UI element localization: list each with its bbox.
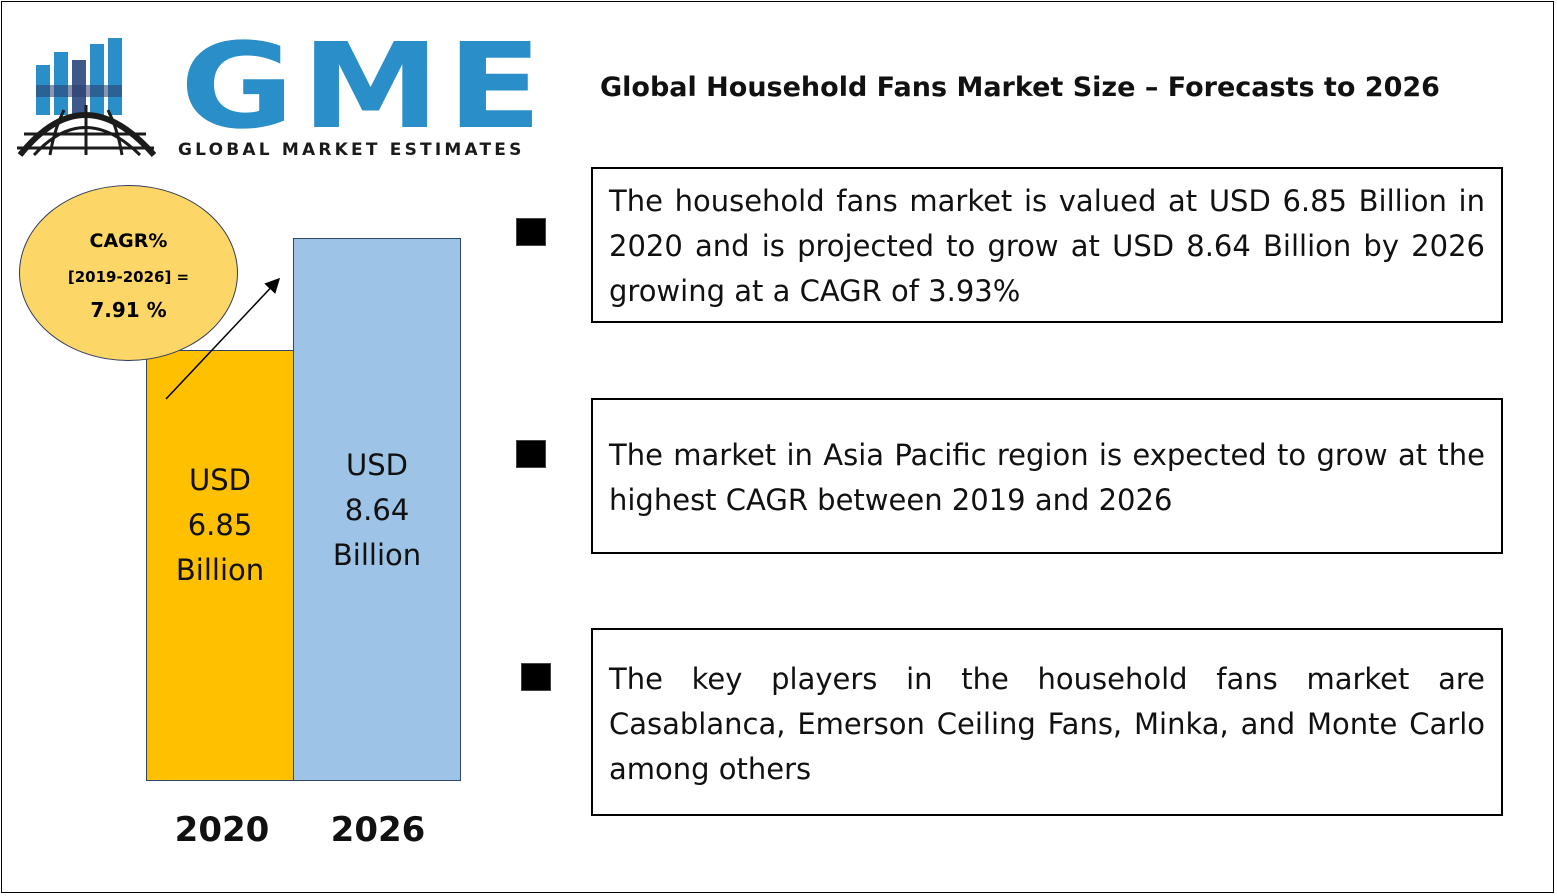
logo-tagline: GLOBAL MARKET ESTIMATES	[178, 140, 525, 160]
cagr-value: 7.91 %	[90, 298, 167, 322]
bar-data-label-line: Billion	[332, 538, 422, 572]
bar-data-label-line: USD	[346, 448, 408, 482]
highlight-box-market-value: The household fans market is valued at U…	[591, 167, 1503, 323]
x-tick-label-2020: 2020	[174, 810, 270, 850]
x-tick-label-2026: 2026	[330, 810, 426, 850]
globe-bars-icon	[17, 38, 157, 157]
bar-data-label-2026: USD 8.64 Billion	[293, 443, 461, 578]
highlight-box-asia-pacific: The market in Asia Pacific region is exp…	[591, 398, 1503, 554]
bar-data-label-line: 8.64	[344, 493, 410, 527]
page-title: Global Household Fans Market Size – Fore…	[600, 72, 1440, 103]
growth-arrow-icon	[165, 277, 281, 400]
cagr-label: CAGR%	[89, 230, 168, 252]
cagr-badge: CAGR% [2019-2026] = 7.91 %	[19, 185, 238, 361]
cagr-period: [2019-2026] =	[67, 268, 190, 286]
bullet-square-icon	[516, 440, 546, 468]
bar-2026	[293, 238, 461, 781]
bar-data-label-line: Billion	[175, 553, 265, 587]
logo-letters: GME	[180, 17, 550, 155]
gme-logo: GME GLOBAL MARKET ESTIMATES	[14, 27, 542, 162]
bullet-square-icon	[516, 218, 546, 246]
highlight-box-key-players: The key players in the household fans ma…	[591, 628, 1503, 816]
bar-chart: USD 6.85 Billion 2020 USD 8.64 Billion 2026	[0, 0, 560, 896]
bullet-square-icon	[521, 663, 551, 691]
bar-2020	[146, 350, 294, 781]
bar-data-label-2020: USD 6.85 Billion	[146, 458, 294, 593]
bar-data-label-line: 6.85	[187, 508, 253, 542]
bar-data-label-line: USD	[189, 463, 251, 497]
